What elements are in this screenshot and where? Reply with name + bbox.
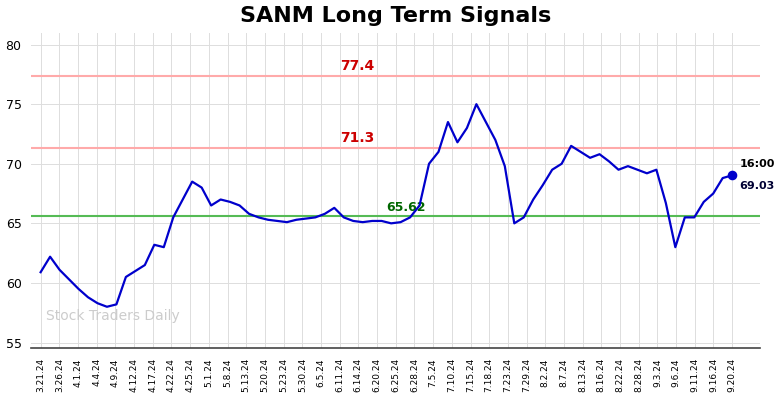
- Text: 16:00: 16:00: [739, 159, 775, 170]
- Title: SANM Long Term Signals: SANM Long Term Signals: [240, 6, 551, 25]
- Text: 77.4: 77.4: [339, 59, 374, 72]
- Point: [726, 172, 739, 178]
- Text: 69.03: 69.03: [739, 181, 775, 191]
- Text: 65.62: 65.62: [387, 201, 426, 214]
- Text: 71.3: 71.3: [339, 131, 374, 145]
- Text: Stock Traders Daily: Stock Traders Daily: [45, 309, 180, 323]
